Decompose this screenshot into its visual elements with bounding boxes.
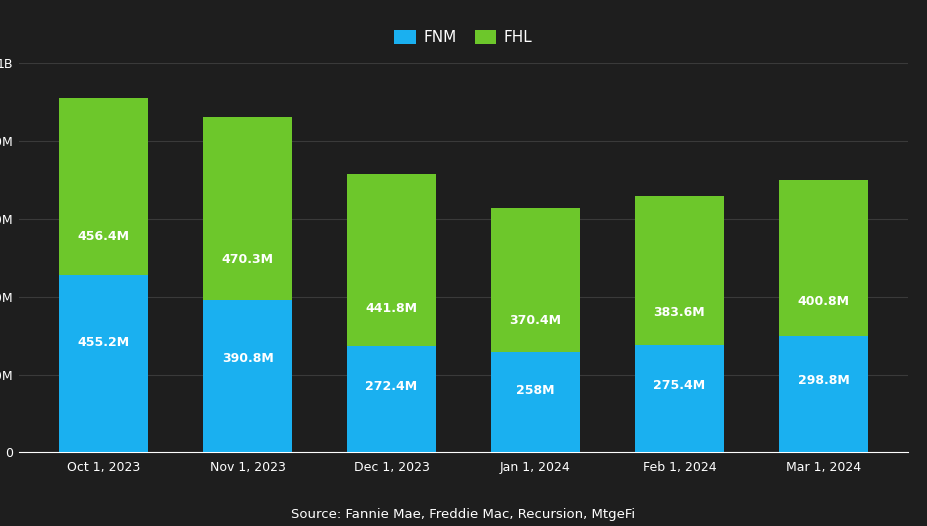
- Text: 383.6M: 383.6M: [654, 306, 705, 319]
- Text: 400.8M: 400.8M: [797, 295, 849, 308]
- Bar: [347, 174, 436, 346]
- Text: 470.3M: 470.3M: [222, 254, 273, 267]
- Bar: [491, 352, 580, 452]
- Text: 258M: 258M: [516, 383, 554, 397]
- Bar: [779, 180, 868, 336]
- Text: 441.8M: 441.8M: [365, 302, 417, 315]
- Bar: [635, 345, 724, 452]
- Bar: [491, 208, 580, 352]
- Bar: [59, 97, 148, 275]
- Text: 272.4M: 272.4M: [365, 380, 417, 393]
- Bar: [203, 300, 292, 452]
- Text: 456.4M: 456.4M: [78, 229, 130, 242]
- Legend: FNM, FHL: FNM, FHL: [388, 24, 539, 52]
- Text: Source: Fannie Mae, Freddie Mac, Recursion, MtgeFi: Source: Fannie Mae, Freddie Mac, Recursi…: [291, 508, 636, 521]
- Bar: [635, 196, 724, 345]
- Bar: [203, 117, 292, 300]
- Text: 370.4M: 370.4M: [510, 313, 562, 327]
- Text: 298.8M: 298.8M: [797, 374, 849, 387]
- Bar: [59, 275, 148, 452]
- Text: 390.8M: 390.8M: [222, 351, 273, 365]
- Text: 275.4M: 275.4M: [654, 379, 705, 392]
- Bar: [779, 336, 868, 452]
- Text: 455.2M: 455.2M: [78, 336, 130, 349]
- Bar: [347, 346, 436, 452]
